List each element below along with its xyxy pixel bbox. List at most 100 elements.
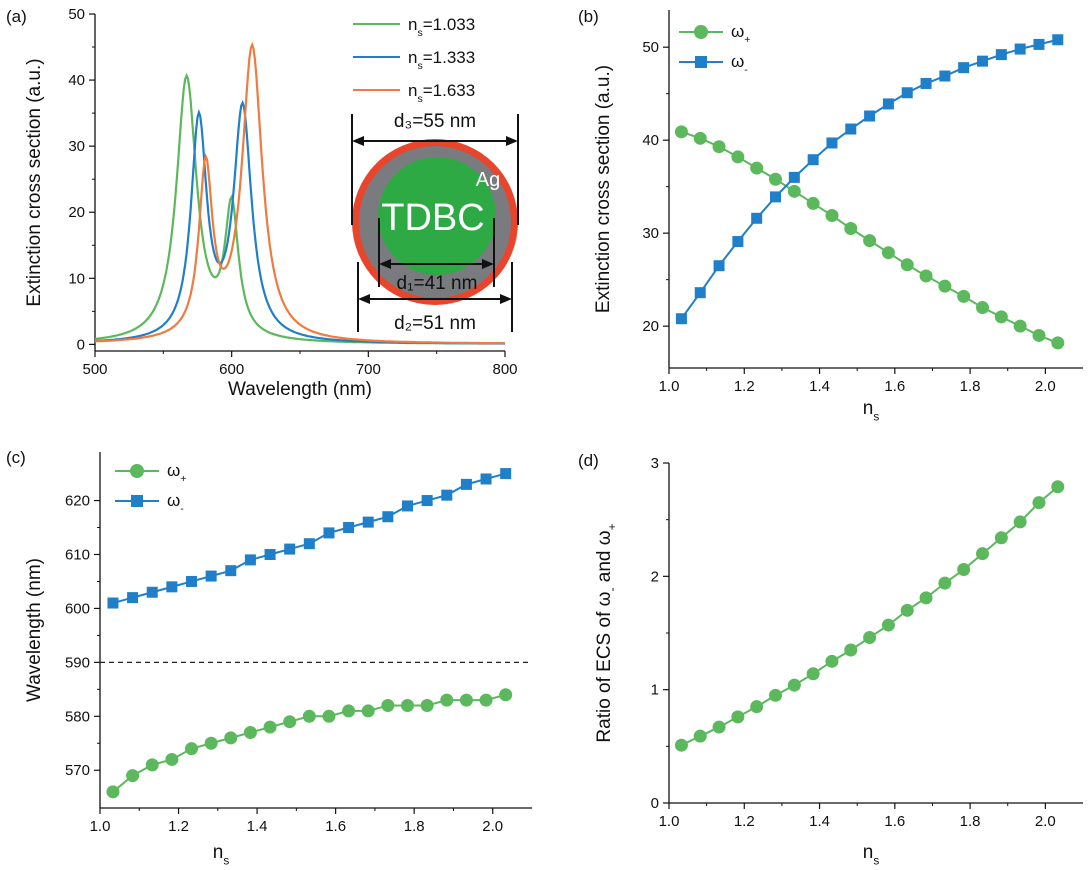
data-point-circle [185, 742, 199, 756]
data-point-circle [787, 184, 801, 198]
panel-b-chart: 1.0 1.2 1.4 1.6 1.8 2.0 20 30 40 50 (b) ns Extinctio… [578, 7, 1083, 424]
panel-a-chart: 500 600 700 800 0 10 20 30 40 50 (a) Wavelength (nm… [6, 6, 519, 400]
data-point-square [977, 55, 989, 67]
legend-label: ω+ [167, 461, 186, 485]
legend-marker-square [131, 495, 143, 507]
panel-d-chart: 1.0 1.2 1.4 1.6 1.8 2.0 0 1 2 3 (d) ns Ratio of ECS … [578, 451, 1083, 868]
y-tick-label: 30 [642, 225, 659, 242]
arrow-head [506, 136, 518, 146]
data-point-circle [900, 603, 914, 617]
panel-c-chart: 1.0 1.2 1.4 1.6 1.8 2.0 570 580 590 600 610 620 (c) n… [6, 448, 532, 868]
data-point-circle [204, 736, 218, 750]
legend-label: ω- [731, 52, 748, 76]
data-point-circle [674, 738, 688, 752]
data-point-square [958, 62, 970, 74]
x-axis-label-sub: s [223, 855, 229, 868]
x-axis-label-sub: s [873, 855, 879, 868]
y-axis-label-part: Ratio of ECS of ω [594, 591, 615, 742]
x-axis-label-sub: s [873, 411, 879, 424]
y-tick-label: 20 [642, 318, 659, 335]
x-tick-label: 2.0 [482, 818, 503, 835]
x-tick-label: 500 [82, 361, 107, 378]
data-point-circle [712, 720, 726, 734]
legend-marker-square [695, 56, 707, 68]
data-point-circle [976, 547, 990, 561]
y-axis-label-sub: + [605, 523, 619, 530]
legend-label: ω+ [731, 22, 750, 46]
data-point-circle [479, 693, 493, 707]
x-tick-label: 600 [219, 361, 244, 378]
data-point-circle [863, 234, 877, 248]
data-point-circle [693, 729, 707, 743]
legend-label-suffix: =1.333 [423, 48, 475, 67]
data-point-square [225, 565, 237, 577]
data-point-square [166, 581, 178, 593]
data-point-circle [938, 279, 952, 293]
legend-label-main: n [408, 81, 417, 100]
panel-label: (b) [578, 7, 599, 26]
data-point-circle [750, 700, 764, 714]
data-point-circle [420, 699, 434, 713]
shell-label: Ag [476, 169, 500, 191]
y-tick-label: 40 [68, 72, 85, 89]
y-axis-label: Extinction cross section (a.u.) [593, 65, 614, 313]
data-point-square [284, 543, 296, 555]
data-point-circle [731, 710, 745, 724]
data-point-circle [165, 752, 179, 766]
arrow-head [482, 259, 494, 269]
legend-label-main: ω [167, 491, 180, 510]
data-point-square [920, 77, 932, 89]
y-axis-label: Wavelength (nm) [24, 558, 45, 702]
data-point-circle [440, 693, 454, 707]
data-point-square [751, 212, 763, 224]
legend-label: ω- [167, 491, 184, 515]
arrow-head [352, 136, 364, 146]
data-point-square [127, 592, 139, 604]
y-tick-label: 30 [68, 138, 85, 155]
data-point-square [460, 478, 472, 490]
x-tick-label: 1.4 [247, 818, 268, 835]
data-point-circle [769, 688, 783, 702]
data-point-square [362, 516, 374, 528]
arrow-head [379, 259, 391, 269]
data-point-circle [401, 699, 415, 713]
data-point-circle [976, 301, 990, 315]
data-point-circle [693, 131, 707, 145]
core-shell-inset: TDBC Ag d₃=55 nm d₁=41 nm d₂=51 nm [351, 111, 519, 334]
data-point-circle [1051, 336, 1065, 350]
x-axis-label-main: n [213, 842, 224, 863]
y-tick-label: 0 [651, 795, 659, 812]
data-point-square [882, 98, 894, 110]
y-tick-label: 620 [65, 493, 90, 510]
x-axis-label: ns [863, 842, 880, 868]
data-point-square [788, 171, 800, 183]
y-tick-label: 10 [68, 270, 85, 287]
data-point-circle [994, 531, 1008, 545]
data-point-circle [938, 576, 952, 590]
x-tick-label: 1.8 [404, 818, 425, 835]
data-point-circle [957, 563, 971, 577]
x-axis-label: Wavelength (nm) [228, 379, 372, 400]
legend-label-sub: - [744, 64, 748, 76]
legend-label-main: n [408, 15, 417, 34]
x-tick-label: 1.4 [809, 378, 830, 395]
data-point-square [402, 500, 414, 512]
y-tick-label: 610 [65, 546, 90, 563]
data-point-circle [1032, 496, 1046, 510]
data-point-square [1033, 38, 1045, 50]
data-point-square [323, 527, 335, 539]
legend-label: ns=1.633 [408, 81, 475, 105]
data-point-circle [769, 172, 783, 186]
data-point-circle [881, 246, 895, 260]
legend-label-sub: + [744, 34, 750, 46]
data-point-circle [126, 769, 140, 783]
y-tick-label: 20 [68, 204, 85, 221]
y-tick-label: 0 [77, 336, 85, 353]
y-tick-label: 580 [65, 708, 90, 725]
data-point-square [441, 489, 453, 501]
tdbc-core [378, 157, 496, 275]
data-point-circle [243, 725, 257, 739]
data-point-square [1014, 43, 1026, 55]
data-point-square [343, 522, 355, 534]
legend-marker-circle [694, 25, 708, 39]
